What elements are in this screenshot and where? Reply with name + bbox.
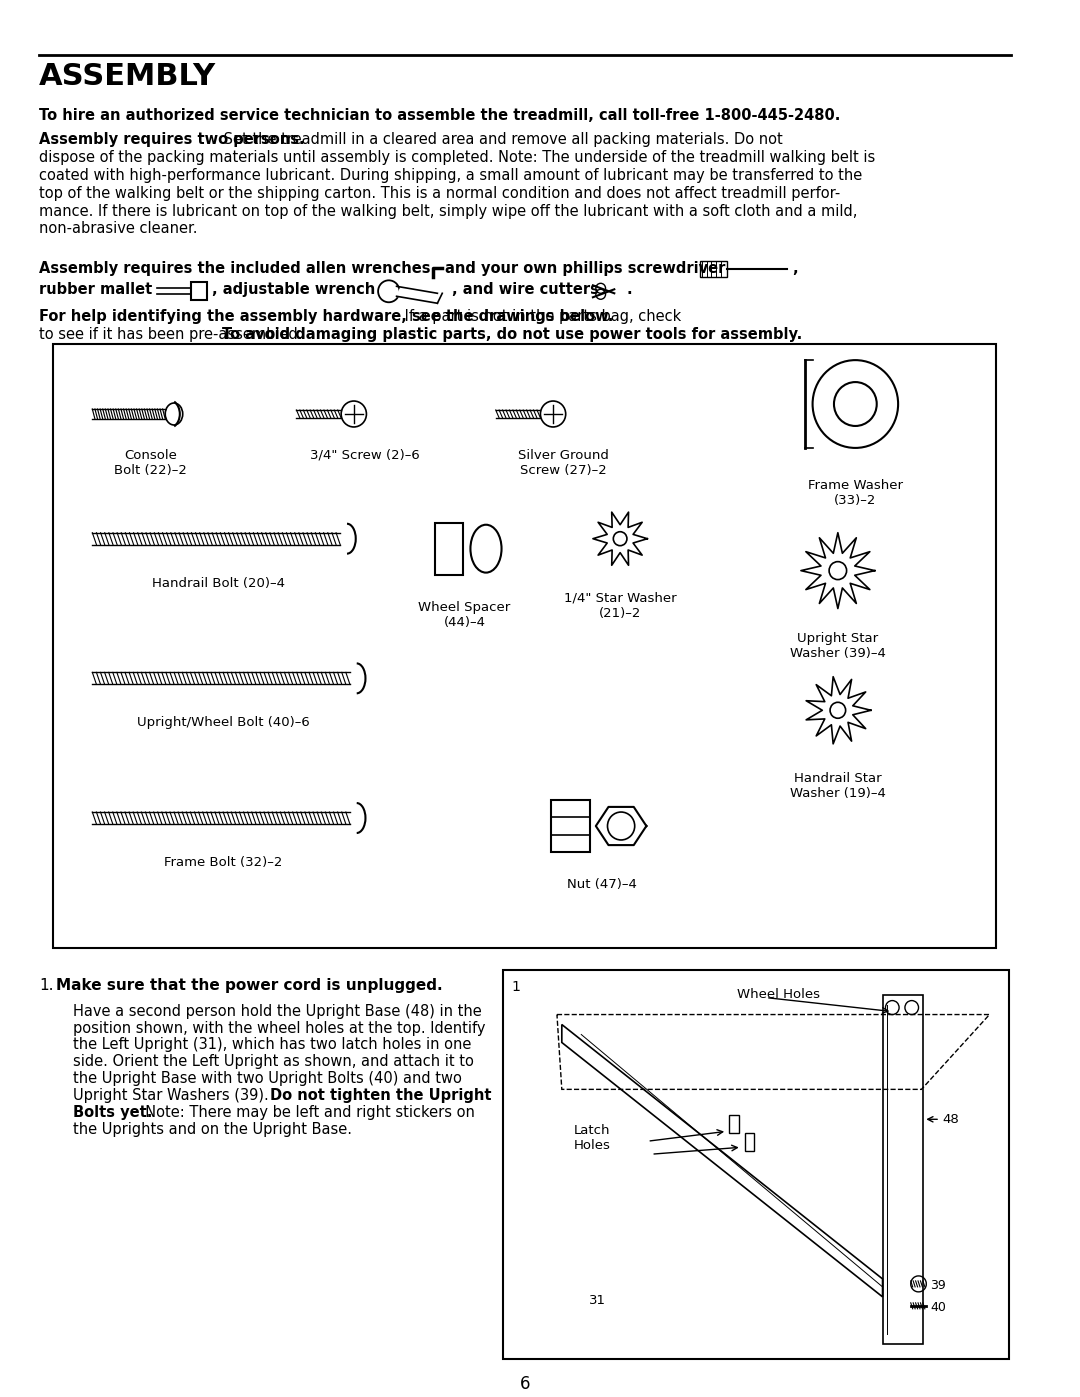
Text: top of the walking belt or the shipping carton. This is a normal condition and d: top of the walking belt or the shipping … <box>39 186 840 201</box>
Text: Handrail Bolt (20)–4: Handrail Bolt (20)–4 <box>152 577 285 590</box>
Text: Nut (47)–4: Nut (47)–4 <box>567 877 636 891</box>
Text: 39: 39 <box>930 1280 946 1292</box>
Text: To avoid damaging plastic parts, do not use power tools for assembly.: To avoid damaging plastic parts, do not … <box>222 327 802 342</box>
Text: Assembly requires the included allen wrenches: Assembly requires the included allen wre… <box>39 261 430 277</box>
Text: Have a second person hold the Upright Base (48) in the: Have a second person hold the Upright Ba… <box>72 1003 482 1018</box>
Text: .: . <box>626 282 633 298</box>
Text: 1: 1 <box>511 979 521 993</box>
Text: Make sure that the power cord is unplugged.: Make sure that the power cord is unplugg… <box>56 978 443 993</box>
Text: Frame Bolt (32)–2: Frame Bolt (32)–2 <box>164 856 283 869</box>
Text: 40: 40 <box>930 1302 946 1315</box>
Text: Frame Washer
(33)–2: Frame Washer (33)–2 <box>808 479 903 507</box>
Text: If a part is not in the parts bag, check: If a part is not in the parts bag, check <box>401 309 681 324</box>
Polygon shape <box>882 995 923 1344</box>
Bar <box>191 282 207 300</box>
Text: Silver Ground
Screw (27)–2: Silver Ground Screw (27)–2 <box>518 448 609 476</box>
Text: To hire an authorized service technician to assemble the treadmill, call toll-fr: To hire an authorized service technician… <box>39 108 840 123</box>
Text: Handrail Star
Washer (19)–4: Handrail Star Washer (19)–4 <box>789 773 886 800</box>
Polygon shape <box>396 286 442 303</box>
Text: rubber mallet: rubber mallet <box>39 282 152 298</box>
Bar <box>729 1115 739 1133</box>
Text: Latch
Holes: Latch Holes <box>573 1125 610 1153</box>
Text: Wheel Holes: Wheel Holes <box>737 988 820 1000</box>
Text: Console
Bolt (22)–2: Console Bolt (22)–2 <box>114 448 187 476</box>
Text: Assembly requires two persons.: Assembly requires two persons. <box>39 131 305 147</box>
Text: Set the treadmill in a cleared area and remove all packing materials. Do not: Set the treadmill in a cleared area and … <box>218 131 782 147</box>
Text: and your own phillips screwdriver: and your own phillips screwdriver <box>445 261 726 277</box>
Text: , and wire cutters: , and wire cutters <box>451 282 598 298</box>
Text: mance. If there is lubricant on top of the walking belt, simply wipe off the lub: mance. If there is lubricant on top of t… <box>39 204 858 218</box>
Bar <box>503 970 1009 1359</box>
Ellipse shape <box>165 402 183 425</box>
Bar <box>435 522 462 574</box>
Text: Upright Star Washers (39).: Upright Star Washers (39). <box>72 1088 273 1104</box>
Text: Do not tighten the Upright: Do not tighten the Upright <box>270 1088 491 1104</box>
Text: ASSEMBLY: ASSEMBLY <box>39 61 216 91</box>
Text: 3/4" Screw (2)–6: 3/4" Screw (2)–6 <box>310 448 419 462</box>
Bar <box>53 344 996 947</box>
Text: Bolts yet.: Bolts yet. <box>72 1105 152 1120</box>
Text: Wheel Spacer
(44)–4: Wheel Spacer (44)–4 <box>418 601 511 629</box>
Text: the Uprights and on the Upright Base.: the Uprights and on the Upright Base. <box>72 1122 352 1137</box>
Text: the Upright Base with two Upright Bolts (40) and two: the Upright Base with two Upright Bolts … <box>72 1071 462 1087</box>
Text: the Left Upright (31), which has two latch holes in one: the Left Upright (31), which has two lat… <box>72 1038 471 1052</box>
Text: side. Orient the Left Upright as shown, and attach it to: side. Orient the Left Upright as shown, … <box>72 1055 474 1070</box>
Ellipse shape <box>471 525 501 573</box>
Text: 1/4" Star Washer
(21)–2: 1/4" Star Washer (21)–2 <box>564 591 676 619</box>
Text: position shown, with the wheel holes at the top. Identify: position shown, with the wheel holes at … <box>72 1021 485 1035</box>
Bar <box>700 261 727 278</box>
Text: 48: 48 <box>928 1113 960 1126</box>
Text: coated with high-performance lubricant. During shipping, a small amount of lubri: coated with high-performance lubricant. … <box>39 168 862 183</box>
Text: Upright Star
Washer (39)–4: Upright Star Washer (39)–4 <box>789 633 886 661</box>
Text: For help identifying the assembly hardware, see the drawings below.: For help identifying the assembly hardwa… <box>39 309 613 324</box>
Polygon shape <box>562 1024 882 1296</box>
Text: , adjustable wrench: , adjustable wrench <box>212 282 375 298</box>
Text: non-abrasive cleaner.: non-abrasive cleaner. <box>39 222 198 236</box>
Text: Upright/Wheel Bolt (40)–6: Upright/Wheel Bolt (40)–6 <box>137 717 310 729</box>
Text: to see if it has been pre-assembled.: to see if it has been pre-assembled. <box>39 327 307 342</box>
Text: 6: 6 <box>519 1375 530 1393</box>
Text: ,: , <box>792 261 798 277</box>
Bar <box>551 800 590 852</box>
Text: Note: There may be left and right stickers on: Note: There may be left and right sticke… <box>136 1105 475 1120</box>
Text: 1.: 1. <box>39 978 53 993</box>
Text: dispose of the packing materials until assembly is completed. Note: The undersid: dispose of the packing materials until a… <box>39 149 875 165</box>
Text: 31: 31 <box>589 1294 606 1306</box>
Bar <box>744 1133 754 1151</box>
